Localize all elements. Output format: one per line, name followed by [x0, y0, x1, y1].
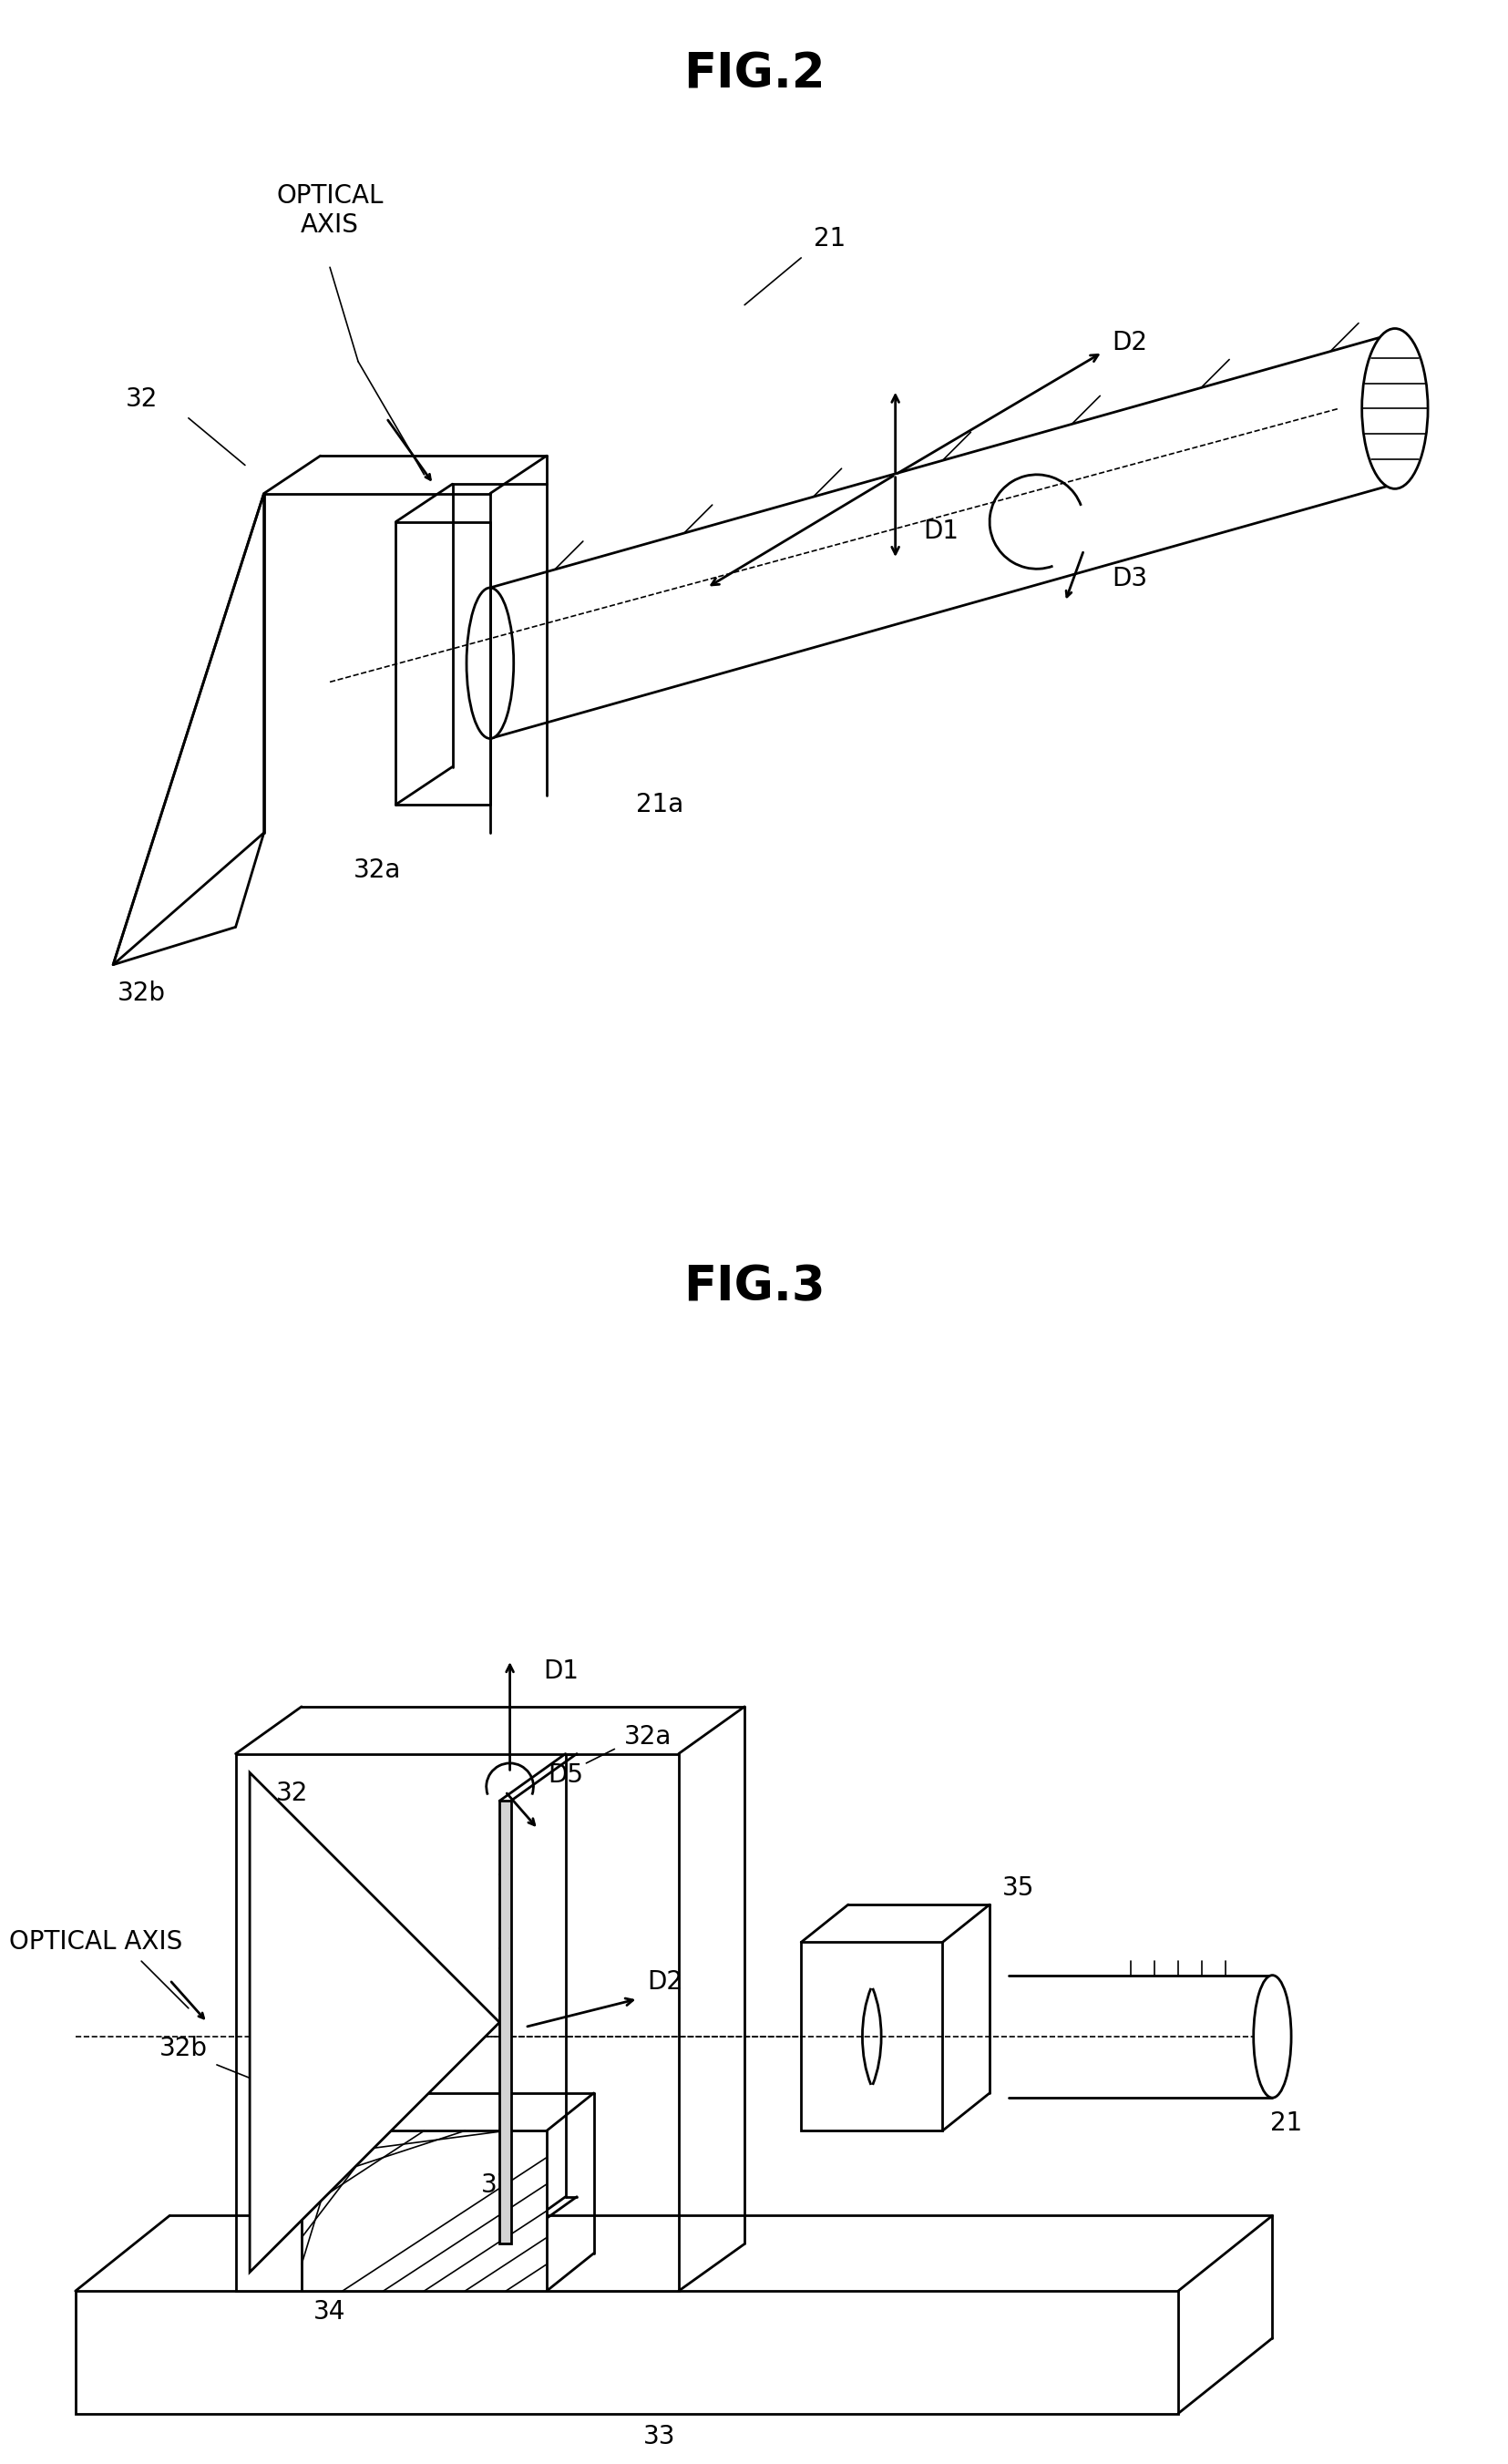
Text: 35: 35 — [1001, 1875, 1034, 1900]
Polygon shape — [75, 2292, 1178, 2415]
Ellipse shape — [1253, 1976, 1291, 2097]
Text: 21a: 21a — [636, 791, 683, 818]
Text: 32: 32 — [125, 387, 157, 411]
Text: FIG.3: FIG.3 — [683, 1264, 825, 1311]
Polygon shape — [235, 1754, 679, 2292]
Ellipse shape — [466, 589, 514, 739]
Polygon shape — [302, 2131, 546, 2292]
Text: 32b: 32b — [118, 981, 166, 1005]
Polygon shape — [499, 1801, 511, 2245]
Ellipse shape — [1362, 328, 1428, 488]
Text: 21: 21 — [813, 227, 846, 251]
Polygon shape — [250, 1772, 499, 2272]
Text: D2: D2 — [647, 1969, 683, 1996]
Polygon shape — [801, 1942, 942, 2131]
Text: 32: 32 — [276, 1781, 308, 1806]
Text: D3: D3 — [1113, 567, 1148, 591]
Text: OPTICAL
AXIS: OPTICAL AXIS — [276, 182, 383, 239]
Polygon shape — [113, 493, 264, 966]
Text: FIG.2: FIG.2 — [683, 49, 825, 99]
Text: 34: 34 — [314, 2299, 345, 2324]
Text: 37: 37 — [481, 2171, 513, 2198]
Text: OPTICAL AXIS: OPTICAL AXIS — [9, 1929, 182, 1954]
Text: 21: 21 — [1270, 2112, 1303, 2136]
Text: D1: D1 — [923, 517, 959, 545]
Text: 32b: 32b — [158, 2035, 208, 2060]
Text: D1: D1 — [543, 1658, 579, 1683]
Text: 32a: 32a — [624, 1725, 671, 1749]
Text: D5: D5 — [547, 1762, 584, 1786]
Text: 32a: 32a — [353, 857, 401, 882]
Text: D2: D2 — [1113, 330, 1148, 355]
Text: 33: 33 — [644, 2425, 676, 2449]
